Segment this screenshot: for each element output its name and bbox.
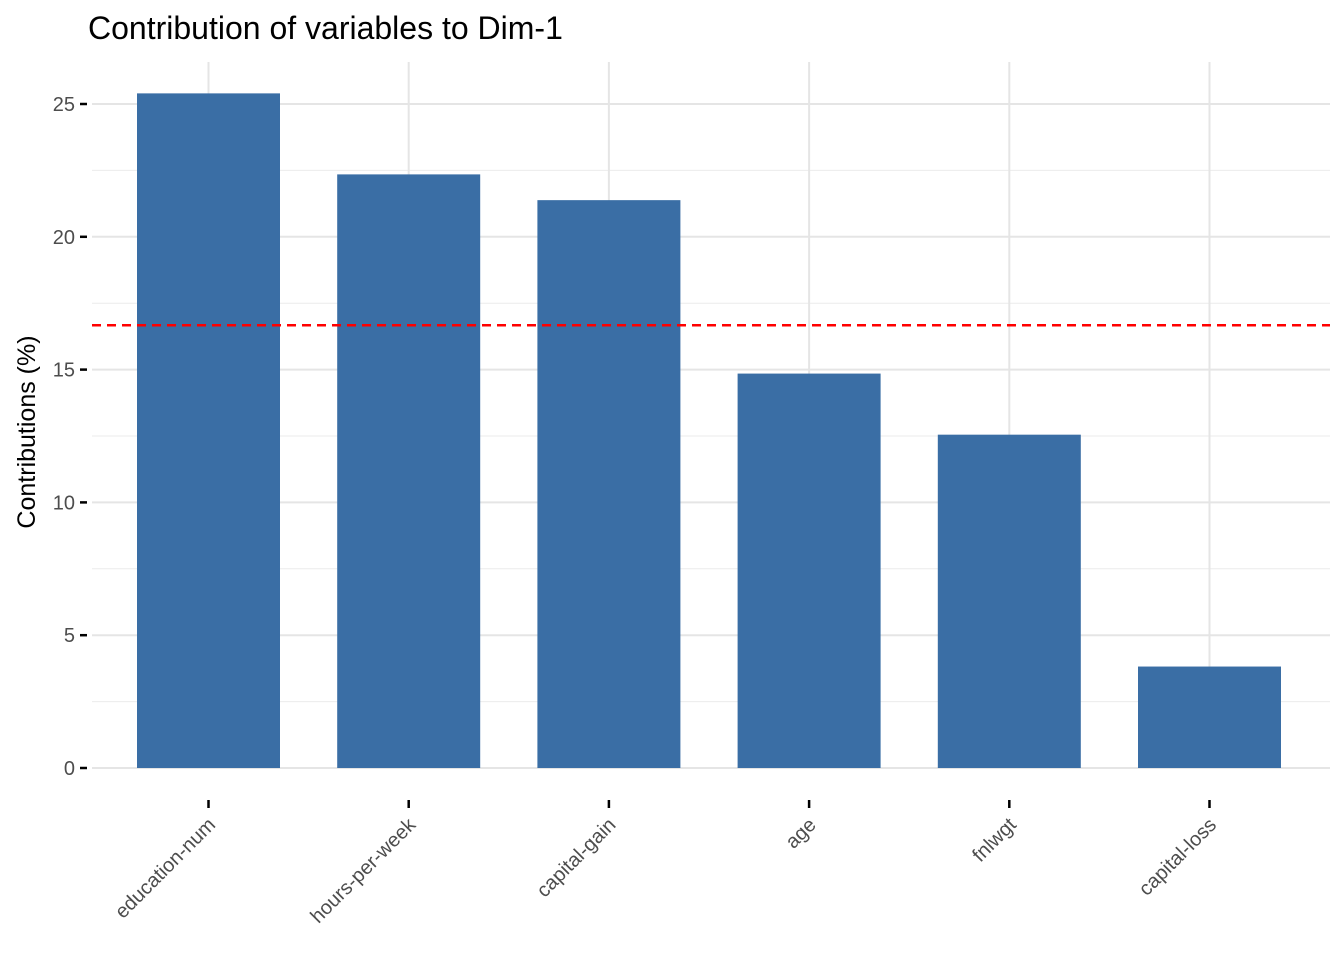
y-axis-label: Contributions (%): [13, 335, 41, 528]
bar-capital-gain: [537, 200, 681, 768]
y-tick-label: 15: [53, 360, 75, 382]
y-axis: 0 5 10 15 20 25: [53, 94, 87, 780]
bars: [137, 93, 1281, 769]
x-axis: education-num hours-per-week capital-gain a…: [111, 800, 1221, 928]
y-tick-label: 10: [53, 492, 75, 514]
bar-education-num: [137, 93, 280, 769]
x-tick-label: capital-gain: [533, 814, 621, 902]
x-tick-label: education-num: [111, 814, 220, 923]
x-tick-label: capital-loss: [1135, 814, 1221, 900]
chart-title: Contribution of variables to Dim-1: [88, 10, 563, 46]
bar-capital-loss: [1138, 666, 1281, 768]
bar-age: [737, 373, 881, 768]
y-tick-label: 20: [53, 227, 75, 249]
x-tick-label: age: [781, 814, 820, 853]
bar-hours-per-week: [337, 174, 481, 768]
bar-fnlwgt: [937, 434, 1081, 768]
y-tick-label: 5: [64, 625, 75, 647]
x-tick-label: fnlwgt: [968, 814, 1021, 867]
x-tick-label: hours-per-week: [306, 813, 421, 928]
y-tick-label: 25: [53, 94, 75, 116]
y-tick-label: 0: [64, 758, 75, 780]
